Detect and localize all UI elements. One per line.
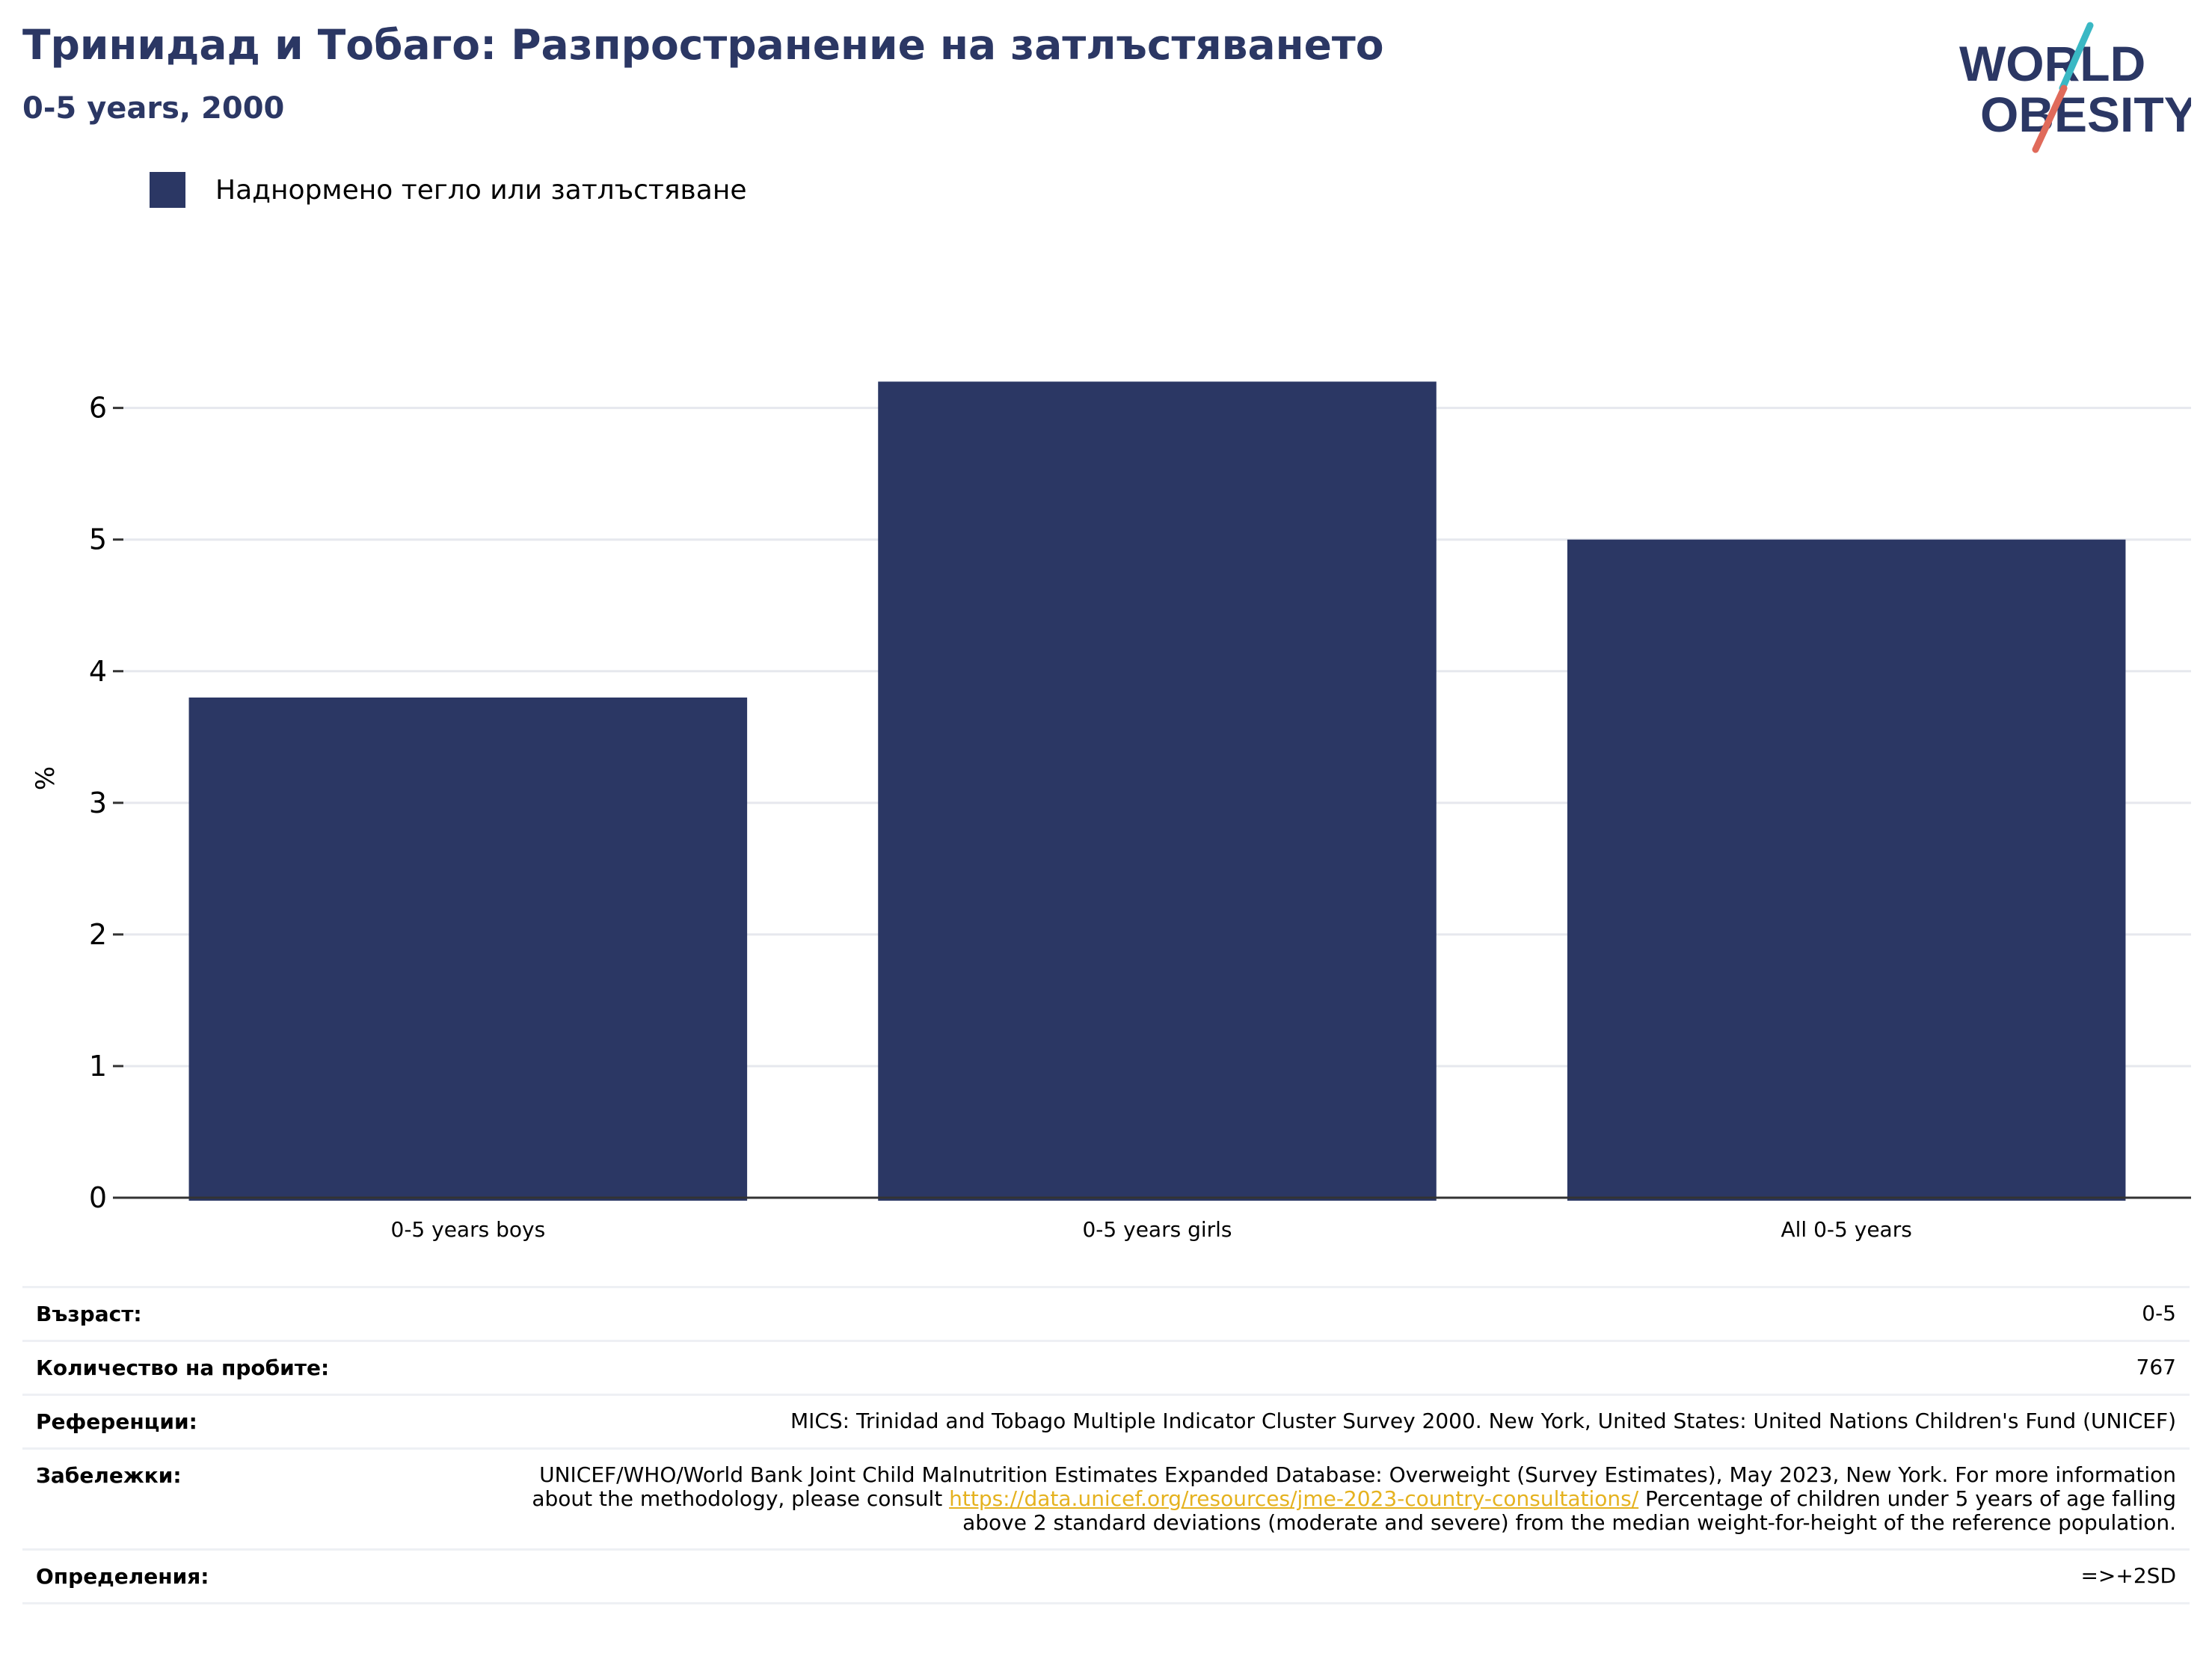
bar-chart: 0 1 2 3 4 5 6% 0-5 years boys 0-5 years girls All… [31,381,2191,1242]
legend[interactable]: Наднормено тегло или затлъстяване [150,172,747,208]
y-tick-label: 4 [89,655,107,688]
logo-line2: OBESITY [1980,87,2191,142]
meta-value: =>+2SD [2080,1563,2176,1588]
chart-title: Тринидад и Тобаго: Разпространение на за… [22,21,1384,69]
meta-label: Възраст: [36,1302,142,1326]
logo-line1: WORLD [1959,36,2145,91]
meta-value: MICS: Trinidad and Tobago Multiple Indic… [790,1409,2176,1433]
meta-row-sample-size: Количество на пробите: 767 [22,1340,2190,1394]
bar-3 [1567,539,2126,1201]
meta-label: Забележки: [36,1463,182,1488]
y-tick-label: 2 [89,918,107,951]
meta-value: 767 [2136,1355,2176,1379]
y-tick-label: 6 [89,392,107,425]
notes-text-after: Percentage of children under 5 years of … [962,1486,2176,1535]
y-tick-label: 1 [89,1050,107,1083]
notes-link[interactable]: https://data.unicef.org/resources/jme-20… [949,1486,1639,1511]
bar-1 [188,697,748,1201]
x-tick-label: All 0-5 years [1781,1217,1912,1242]
legend-label: Наднормено тегло или затлъстяване [215,174,747,206]
meta-label: Референции: [36,1409,197,1434]
meta-value: UNICEF/WHO/World Bank Joint Child Malnut… [531,1463,2176,1535]
metadata-table: Възраст: 0-5 Количество на пробите: 767 … [22,1286,2190,1604]
bar-2 [878,381,1437,1201]
y-tick-label: 0 [89,1181,107,1214]
y-tick-label: 5 [89,523,107,556]
meta-value: 0-5 [2142,1301,2176,1326]
notes-text-before: UNICEF/WHO/World Bank Joint Child Malnut… [532,1462,2176,1511]
world-obesity-logo: WORLD OBESITY [1959,22,2191,153]
meta-row-definitions: Определения: =>+2SD [22,1548,2190,1604]
x-tick-label: 0-5 years boys [391,1217,546,1242]
x-tick-label: 0-5 years girls [1082,1217,1232,1242]
chart-subtitle: 0-5 years, 2000 [22,91,285,126]
meta-row-age: Възраст: 0-5 [22,1286,2190,1340]
y-tick-label: 3 [89,787,107,819]
y-axis-label: % [31,766,61,790]
meta-label: Количество на пробите: [36,1355,330,1380]
meta-row-notes: Забележки: UNICEF/WHO/World Bank Joint C… [22,1447,2190,1548]
meta-label: Определения: [36,1564,209,1589]
logo-slash-teal [2059,22,2094,92]
legend-swatch [150,172,185,208]
meta-row-references: Референции: MICS: Trinidad and Tobago Mu… [22,1394,2190,1447]
logo-slash-coral [2032,84,2068,153]
